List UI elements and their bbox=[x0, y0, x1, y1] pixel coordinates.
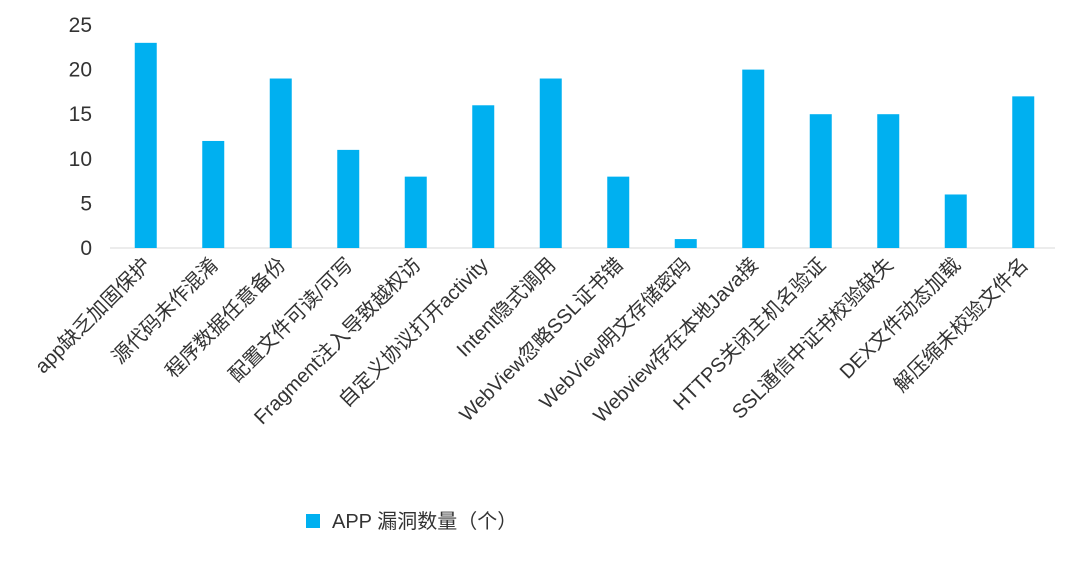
bar bbox=[742, 69, 765, 248]
y-tick-label: 0 bbox=[80, 237, 92, 260]
y-tick-label: 25 bbox=[69, 14, 92, 37]
x-tick-label: DEX文件动态加载 bbox=[835, 253, 965, 383]
x-tick-label: 程序数据任意备份 bbox=[161, 253, 290, 382]
bars bbox=[134, 42, 1035, 249]
bar bbox=[202, 140, 225, 248]
bar bbox=[1012, 96, 1035, 248]
y-axis: 0 5 10 15 20 25 bbox=[69, 14, 92, 260]
bar bbox=[607, 176, 630, 248]
x-tick-label: 配置文件可读/可写 bbox=[224, 253, 357, 386]
bar bbox=[134, 42, 157, 249]
legend: APP 漏洞数量（个） bbox=[306, 510, 517, 533]
bar bbox=[809, 114, 832, 248]
legend-label: APP 漏洞数量（个） bbox=[332, 510, 517, 533]
bar bbox=[674, 239, 697, 248]
bar bbox=[877, 114, 900, 248]
x-tick-label: 解压缩未校验文件名 bbox=[889, 253, 1033, 397]
y-tick-label: 10 bbox=[69, 148, 92, 171]
y-tick-label: 5 bbox=[80, 192, 92, 215]
bar bbox=[337, 149, 360, 248]
y-tick-label: 15 bbox=[69, 103, 92, 126]
bar bbox=[404, 176, 427, 248]
x-axis: app缺乏加固保护源代码未作混淆程序数据任意备份配置文件可读/可写Fragmen… bbox=[31, 253, 1033, 429]
y-tick-label: 20 bbox=[69, 59, 92, 82]
bar bbox=[944, 194, 967, 248]
x-tick-label: app缺乏加固保护 bbox=[31, 253, 156, 378]
bar bbox=[472, 105, 495, 248]
bar bbox=[539, 78, 562, 249]
legend-swatch bbox=[306, 514, 320, 528]
bar bbox=[269, 78, 292, 249]
